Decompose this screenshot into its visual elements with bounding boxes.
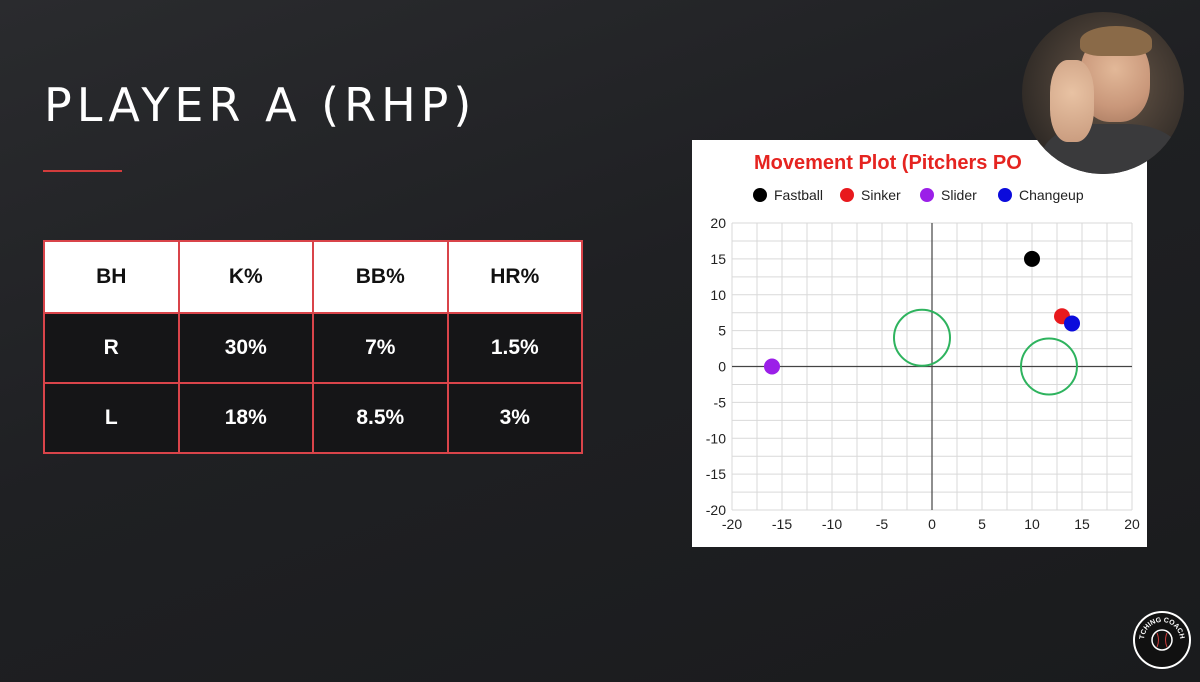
x-tick-label: -20 bbox=[722, 516, 742, 532]
legend-label-changeup: Changeup bbox=[1019, 187, 1084, 203]
table-cell: 30% bbox=[177, 312, 314, 384]
table-cell: R bbox=[43, 312, 180, 384]
chart-title: Movement Plot (Pitchers PO bbox=[754, 152, 1022, 174]
point-slider bbox=[764, 358, 780, 375]
x-tick-label: 0 bbox=[928, 516, 936, 532]
pitching-coach-u-logo: PITCHING COACH U bbox=[1133, 611, 1191, 669]
legend-label-fastball: Fastball bbox=[774, 187, 823, 203]
y-tick-label: 15 bbox=[710, 251, 726, 267]
legend-label-slider: Slider bbox=[941, 187, 977, 203]
header-cell-bb: BB% bbox=[312, 240, 449, 314]
stats-table: BH K% BB% HR% R 30% 7% 1.5% L 18% 8.5% 3… bbox=[43, 240, 583, 454]
legend-marker-slider bbox=[920, 188, 934, 202]
table-cell: 8.5% bbox=[312, 382, 449, 454]
y-tick-label: -15 bbox=[706, 466, 726, 482]
y-tick-label: -20 bbox=[706, 502, 726, 518]
table-cell: L bbox=[43, 382, 180, 454]
presenter-hair bbox=[1080, 26, 1152, 56]
table-row: R 30% 7% 1.5% bbox=[43, 312, 583, 384]
chart-points bbox=[764, 250, 1080, 375]
table-cell: 3% bbox=[446, 382, 583, 454]
movement-plot: Movement Plot (Pitchers PO Fastball Sinke… bbox=[692, 140, 1147, 547]
logo-text: PITCHING COACH U bbox=[1135, 613, 1185, 641]
reference-circle bbox=[1020, 337, 1078, 396]
chart-axes bbox=[732, 223, 1132, 510]
point-fastball bbox=[1024, 250, 1040, 267]
y-tick-label: 20 bbox=[710, 215, 726, 231]
y-tick-label: 10 bbox=[710, 287, 726, 303]
y-tick-label: -5 bbox=[714, 394, 727, 410]
y-tick-label: -10 bbox=[706, 430, 726, 446]
presenter-webcam bbox=[1022, 12, 1184, 174]
movement-plot-svg: Movement Plot (Pitchers PO Fastball Sinke… bbox=[706, 152, 1140, 532]
header-cell-bh: BH bbox=[43, 240, 180, 314]
x-tick-label: -5 bbox=[876, 516, 889, 532]
x-tick-label: 10 bbox=[1024, 516, 1040, 532]
chart-legend: Fastball Sinker Slider Changeup bbox=[753, 187, 1084, 203]
title-underline bbox=[43, 170, 122, 172]
x-tick-label: -10 bbox=[822, 516, 842, 532]
table-row: L 18% 8.5% 3% bbox=[43, 382, 583, 454]
logo-icon: PITCHING COACH U bbox=[1135, 613, 1185, 651]
x-tick-label: 15 bbox=[1074, 516, 1090, 532]
x-tick-label: 5 bbox=[978, 516, 986, 532]
header-cell-hr: HR% bbox=[446, 240, 583, 314]
table-cell: 7% bbox=[312, 312, 449, 384]
slide-title: PLAYER A (RHP) bbox=[44, 78, 477, 132]
chart-tick-labels: -20 -15 -10 -5 0 5 10 15 20 -20 -15 -10 -5 0 5 10 15 20 bbox=[706, 215, 1140, 532]
legend-marker-changeup bbox=[998, 188, 1012, 202]
reference-circles bbox=[893, 308, 1078, 396]
svg-text:PITCHING COACH U: PITCHING COACH U bbox=[1135, 613, 1185, 641]
table-cell: 1.5% bbox=[446, 312, 583, 384]
presenter-hand bbox=[1050, 60, 1094, 142]
legend-label-sinker: Sinker bbox=[861, 187, 901, 203]
header-cell-k: K% bbox=[177, 240, 314, 314]
x-tick-label: -15 bbox=[772, 516, 792, 532]
y-tick-label: 0 bbox=[718, 359, 726, 375]
table-cell: 18% bbox=[177, 382, 314, 454]
table-header-row: BH K% BB% HR% bbox=[43, 240, 583, 314]
y-tick-label: 5 bbox=[718, 323, 726, 339]
point-changeup bbox=[1064, 315, 1080, 332]
legend-marker-fastball bbox=[753, 188, 767, 202]
legend-marker-sinker bbox=[840, 188, 854, 202]
reference-circle bbox=[893, 308, 951, 367]
x-tick-label: 20 bbox=[1124, 516, 1140, 532]
